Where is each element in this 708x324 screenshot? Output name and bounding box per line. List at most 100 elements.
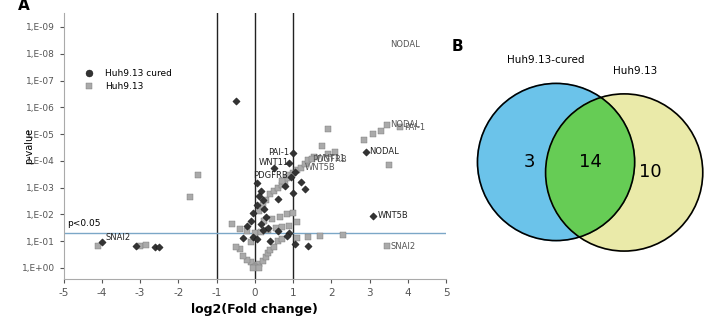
Text: WNT11: WNT11: [259, 158, 290, 168]
Point: [261, 215, 272, 220]
Point: [322, 151, 333, 156]
Point: [93, 243, 104, 249]
Point: [253, 208, 264, 214]
Point: [290, 169, 301, 174]
Point: [307, 156, 318, 162]
Point: [257, 259, 268, 264]
Point: [367, 132, 379, 137]
Point: [263, 227, 274, 233]
Text: PAI-1: PAI-1: [268, 148, 290, 157]
Point: [276, 224, 287, 229]
Text: SNAI2: SNAI2: [391, 242, 416, 251]
Point: [280, 179, 291, 184]
Point: [272, 185, 283, 190]
Point: [287, 170, 299, 175]
Point: [381, 244, 392, 249]
Point: [291, 235, 302, 240]
Point: [253, 265, 264, 271]
Text: WNT5B: WNT5B: [304, 163, 336, 172]
Point: [140, 243, 152, 248]
Point: [314, 234, 326, 239]
Point: [265, 238, 276, 243]
Point: [290, 242, 301, 247]
Point: [394, 124, 406, 130]
Point: [247, 211, 258, 216]
Point: [257, 227, 268, 233]
Point: [284, 160, 295, 166]
Text: 14: 14: [578, 153, 602, 171]
Point: [241, 223, 253, 228]
Point: [261, 197, 272, 202]
Text: Huh9.13-cured: Huh9.13-cured: [507, 55, 584, 65]
Point: [282, 212, 293, 217]
Text: A: A: [18, 0, 30, 13]
Point: [234, 226, 245, 232]
Point: [241, 228, 253, 234]
Point: [265, 248, 276, 253]
Point: [251, 237, 263, 242]
Point: [234, 246, 245, 251]
Point: [251, 202, 263, 208]
Point: [272, 196, 283, 201]
Point: [295, 179, 307, 184]
Point: [246, 260, 257, 265]
Point: [285, 174, 297, 179]
Text: WNT11: WNT11: [316, 155, 346, 164]
Point: [274, 214, 285, 219]
Point: [238, 253, 249, 258]
Text: PDGFRB: PDGFRB: [312, 155, 347, 164]
Point: [299, 186, 310, 191]
Point: [253, 193, 264, 198]
Point: [150, 244, 161, 249]
Point: [272, 238, 283, 244]
Text: 10: 10: [639, 164, 662, 181]
Point: [192, 173, 203, 178]
Point: [263, 226, 274, 231]
Text: PAI-1: PAI-1: [404, 122, 425, 132]
Point: [284, 223, 295, 228]
Point: [270, 226, 282, 231]
Point: [261, 255, 272, 260]
Point: [230, 99, 241, 104]
Point: [322, 126, 333, 132]
Point: [276, 237, 287, 242]
Point: [291, 220, 302, 225]
Point: [282, 234, 293, 239]
Point: [284, 230, 295, 235]
Point: [249, 231, 261, 236]
Circle shape: [546, 94, 703, 251]
Point: [329, 149, 341, 154]
Point: [303, 157, 314, 162]
Point: [184, 194, 195, 199]
Point: [96, 240, 108, 245]
Point: [135, 243, 146, 248]
Point: [255, 222, 266, 227]
Point: [265, 192, 276, 197]
Point: [246, 240, 257, 245]
Point: [263, 250, 274, 256]
Point: [276, 178, 287, 183]
Text: p<0.05: p<0.05: [67, 219, 101, 228]
Point: [272, 228, 283, 234]
Circle shape: [477, 83, 634, 241]
Text: SNAI2: SNAI2: [105, 233, 131, 242]
Text: NODAL: NODAL: [391, 40, 421, 49]
Point: [255, 188, 266, 193]
Point: [280, 184, 291, 189]
Point: [246, 218, 257, 223]
Text: WNT5B: WNT5B: [377, 211, 408, 220]
Point: [230, 244, 241, 249]
Point: [251, 180, 263, 185]
X-axis label: log2(Fold change): log2(Fold change): [191, 303, 319, 316]
Text: Huh9.13: Huh9.13: [612, 65, 657, 75]
Text: NODAL: NODAL: [391, 120, 421, 129]
Point: [257, 202, 268, 208]
Point: [266, 216, 278, 222]
Point: [316, 144, 328, 149]
Point: [303, 235, 314, 240]
Point: [367, 213, 379, 218]
Point: [287, 191, 299, 196]
Point: [259, 219, 270, 224]
Point: [282, 176, 293, 181]
Point: [131, 244, 142, 249]
